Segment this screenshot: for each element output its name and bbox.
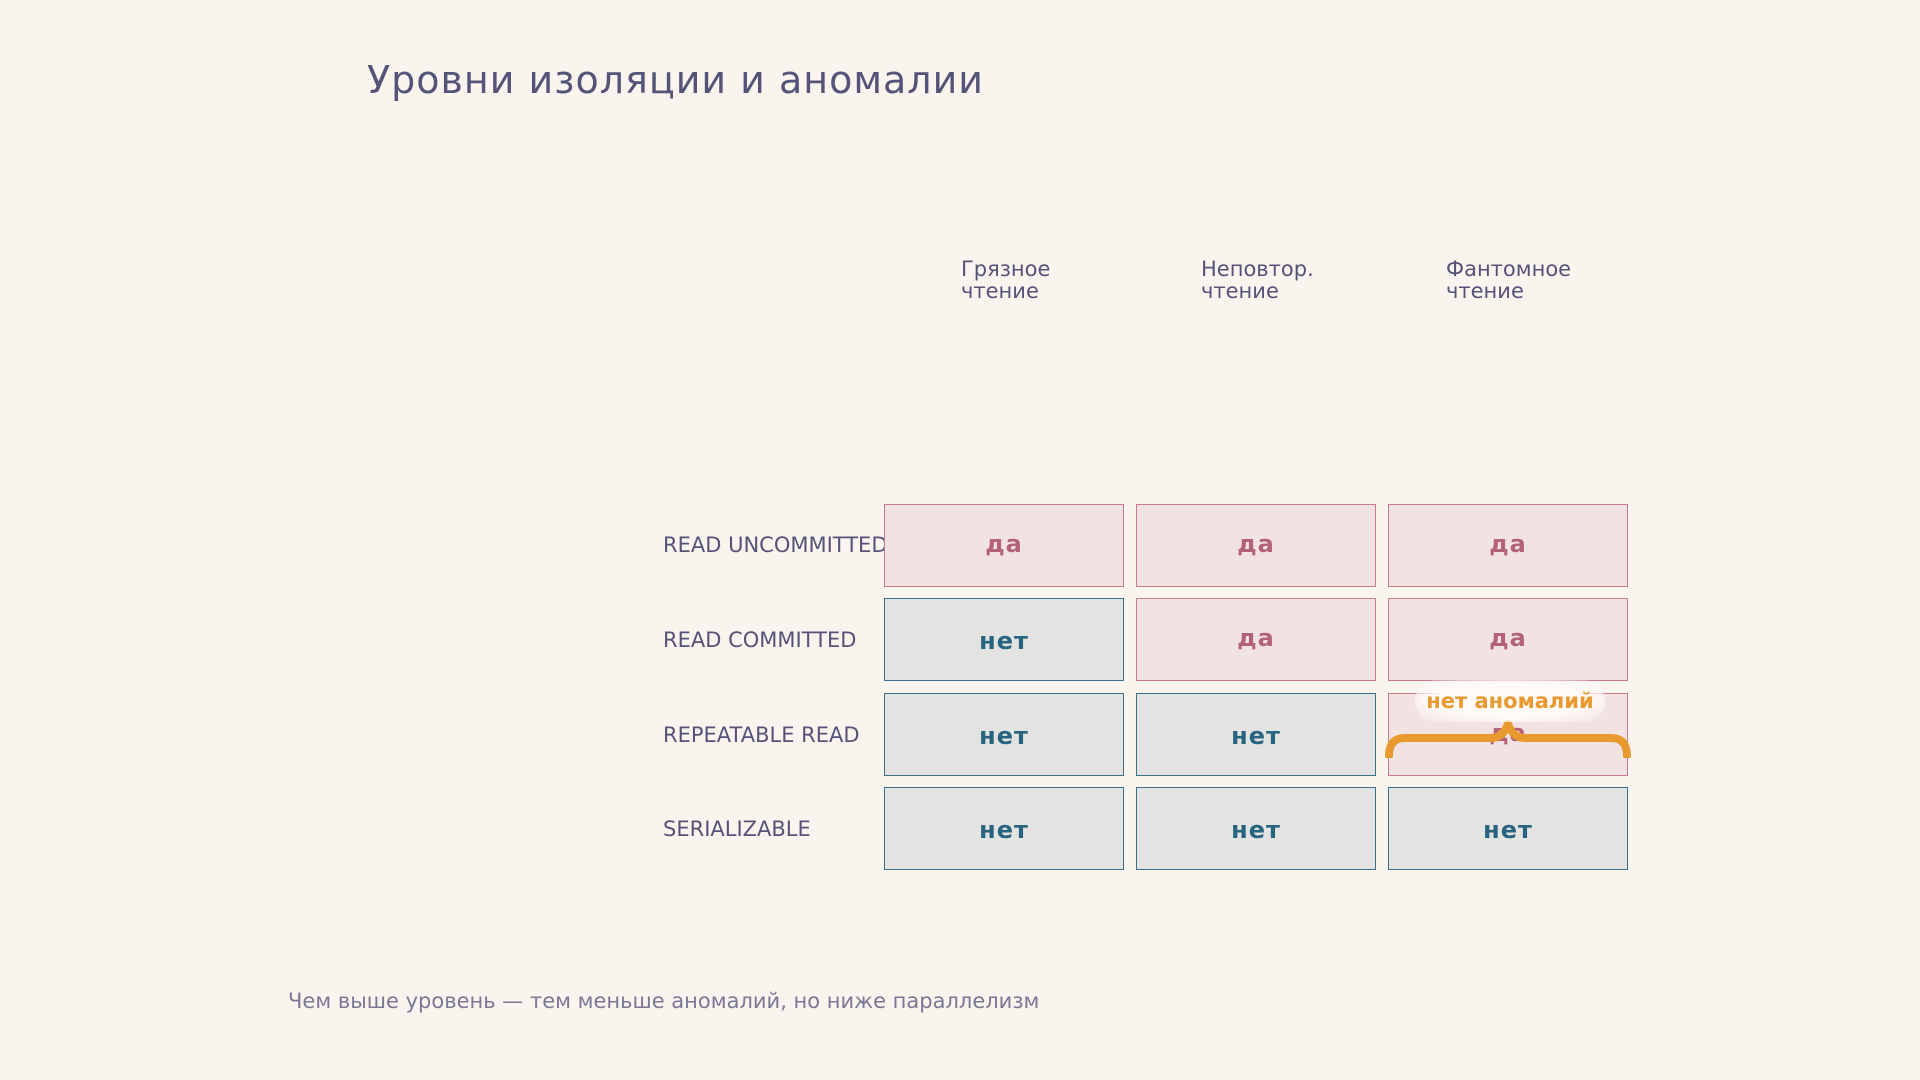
row-label-read-uncommitted: READ UNCOMMITTED bbox=[663, 533, 888, 557]
footnote: Чем выше уровень — тем меньше аномалий, … bbox=[288, 989, 1040, 1013]
page-title: Уровни изоляции и аномалии bbox=[367, 58, 984, 102]
column-header-nonrepeatable-read: Неповтор. чтение bbox=[1201, 257, 1314, 303]
row-label-read-committed: READ COMMITTED bbox=[663, 628, 857, 652]
cell-read-uncommitted-nonrepeatable-read: да bbox=[1136, 504, 1376, 587]
cell-read-committed-nonrepeatable-read: да bbox=[1136, 598, 1376, 681]
row-label-serializable: SERIALIZABLE bbox=[663, 817, 811, 841]
column-header-phantom-read: Фантомное чтение bbox=[1446, 257, 1572, 303]
brace-icon bbox=[1385, 720, 1631, 758]
cell-repeatable-read-nonrepeatable-read: нет bbox=[1136, 693, 1376, 776]
column-header-dirty-read: Грязное чтение bbox=[961, 257, 1051, 303]
cell-read-uncommitted-dirty-read: да bbox=[884, 504, 1124, 587]
cell-read-committed-dirty-read: нет bbox=[884, 598, 1124, 681]
row-label-repeatable-read: REPEATABLE READ bbox=[663, 723, 860, 747]
cell-serializable-dirty-read: нет bbox=[884, 787, 1124, 870]
cell-read-uncommitted-phantom-read: да bbox=[1388, 504, 1628, 587]
cell-serializable-nonrepeatable-read: нет bbox=[1136, 787, 1376, 870]
cell-serializable-phantom-read: нет bbox=[1388, 787, 1628, 870]
cell-repeatable-read-dirty-read: нет bbox=[884, 693, 1124, 776]
cell-read-committed-phantom-read: да bbox=[1388, 598, 1628, 681]
no-anomalies-annotation: нет аномалий bbox=[1415, 680, 1605, 722]
